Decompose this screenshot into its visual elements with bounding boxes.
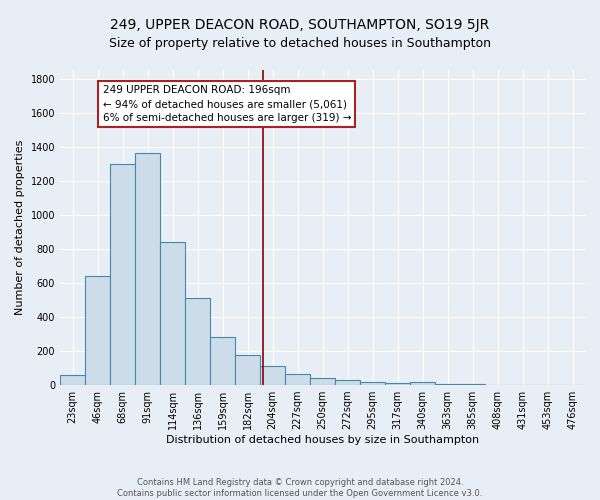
Bar bbox=[85, 276, 110, 385]
Text: 249, UPPER DEACON ROAD, SOUTHAMPTON, SO19 5JR: 249, UPPER DEACON ROAD, SOUTHAMPTON, SO1… bbox=[110, 18, 490, 32]
Bar bbox=[360, 382, 385, 385]
Text: 249 UPPER DEACON ROAD: 196sqm
← 94% of detached houses are smaller (5,061)
6% of: 249 UPPER DEACON ROAD: 196sqm ← 94% of d… bbox=[103, 86, 351, 124]
Text: Size of property relative to detached houses in Southampton: Size of property relative to detached ho… bbox=[109, 38, 491, 51]
Bar bbox=[160, 242, 185, 385]
Bar bbox=[235, 356, 260, 385]
Y-axis label: Number of detached properties: Number of detached properties bbox=[15, 140, 25, 315]
Bar bbox=[60, 375, 85, 385]
Bar bbox=[260, 366, 285, 385]
Bar bbox=[460, 384, 485, 385]
Bar bbox=[485, 384, 510, 385]
Bar bbox=[385, 382, 410, 385]
Bar bbox=[310, 378, 335, 385]
Bar bbox=[210, 336, 235, 385]
Bar bbox=[285, 374, 310, 385]
Bar bbox=[335, 380, 360, 385]
Bar bbox=[435, 384, 460, 385]
Bar bbox=[110, 164, 135, 385]
X-axis label: Distribution of detached houses by size in Southampton: Distribution of detached houses by size … bbox=[166, 435, 479, 445]
Bar bbox=[185, 298, 210, 385]
Bar bbox=[410, 382, 435, 385]
Bar bbox=[135, 154, 160, 385]
Text: Contains HM Land Registry data © Crown copyright and database right 2024.
Contai: Contains HM Land Registry data © Crown c… bbox=[118, 478, 482, 498]
